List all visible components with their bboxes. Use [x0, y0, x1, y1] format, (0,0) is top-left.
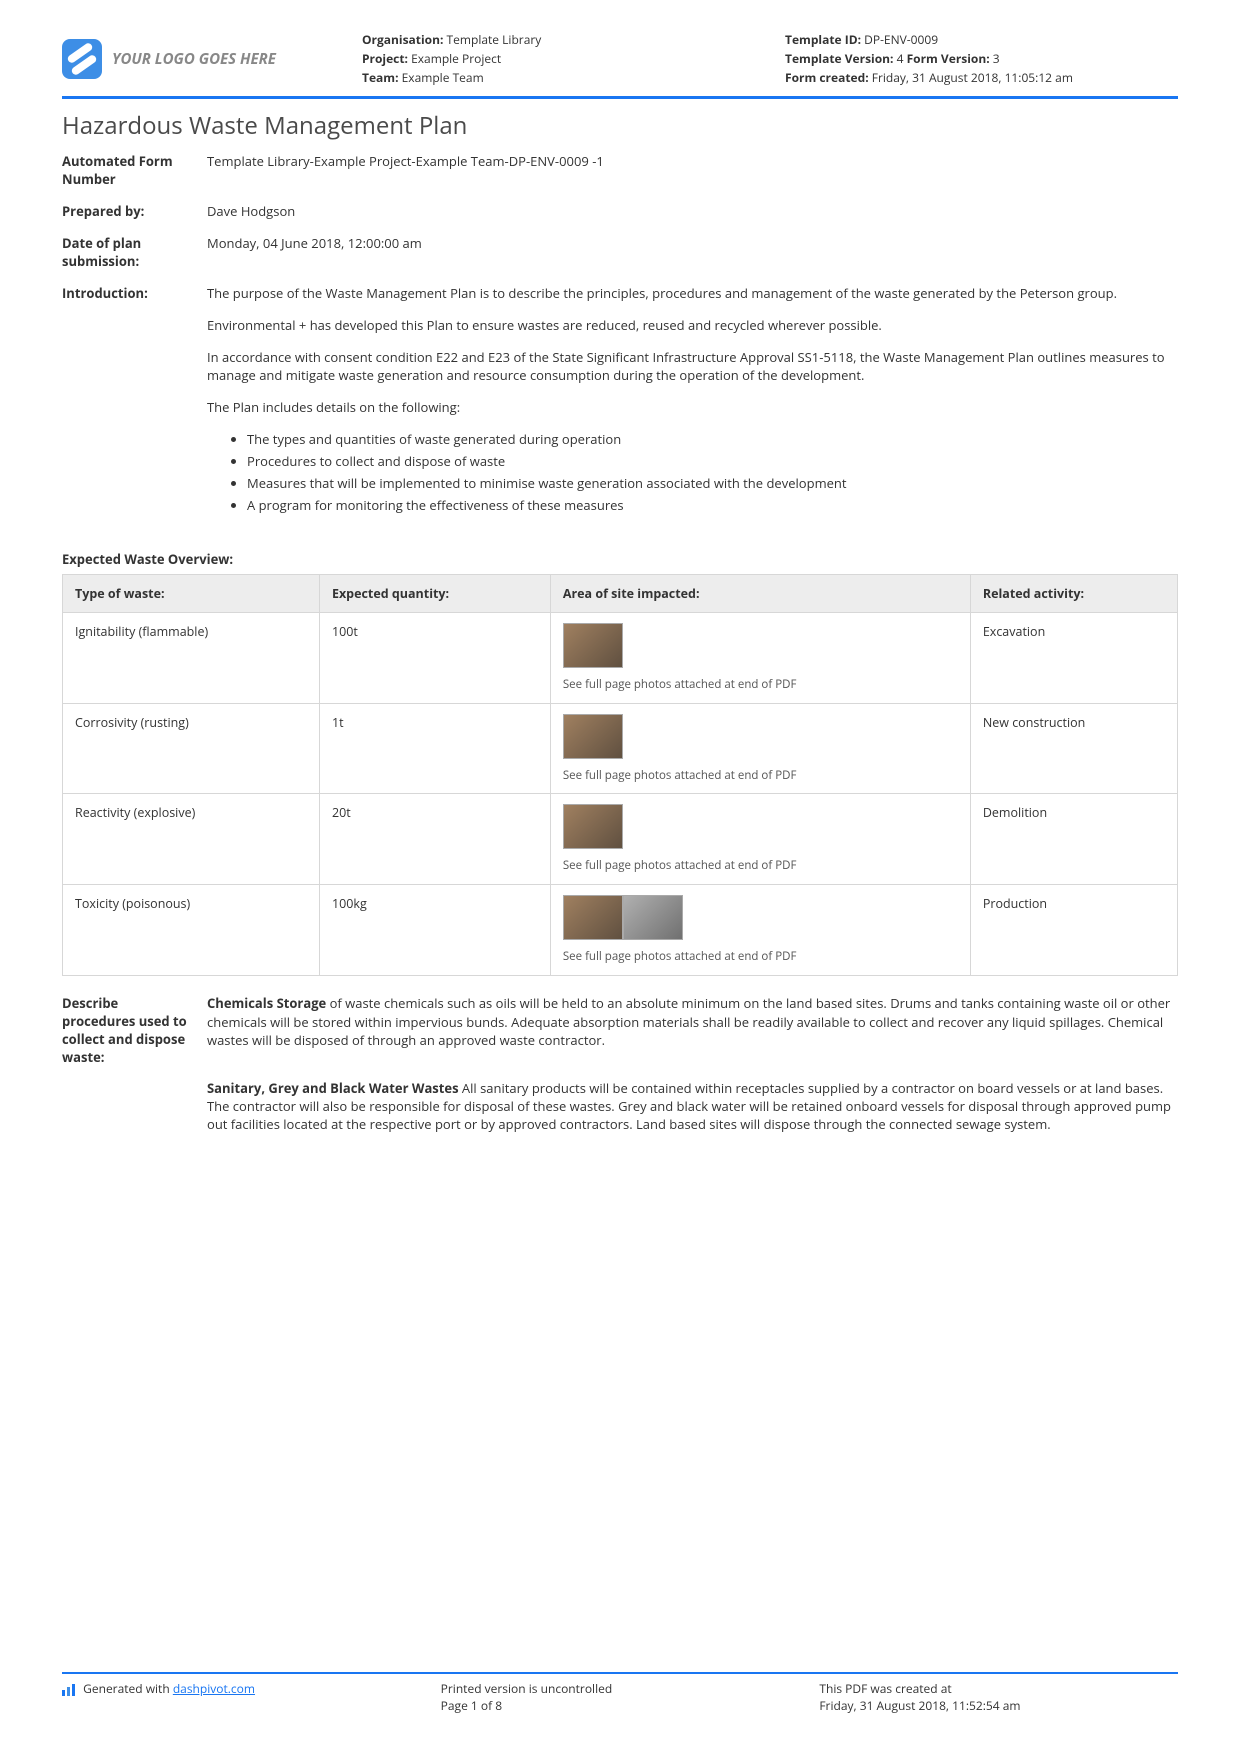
form-created-value: Friday, 31 August 2018, 11:05:12 am: [869, 69, 1073, 86]
cell-activity: Production: [970, 885, 1177, 976]
photo-caption: See full page photos attached at end of …: [563, 859, 958, 874]
logo-icon: [62, 39, 102, 79]
org-label: Organisation:: [362, 31, 443, 48]
cell-area: See full page photos attached at end of …: [550, 885, 970, 976]
footer-center: Printed version is uncontrolled Page 1 o…: [441, 1680, 800, 1714]
prepared-by-label: Prepared by:: [62, 202, 207, 220]
cell-type: Corrosivity (rusting): [63, 703, 320, 794]
page-title: Hazardous Waste Management Plan: [62, 109, 1178, 142]
org-value: Template Library: [443, 31, 541, 48]
photo-caption: See full page photos attached at end of …: [563, 678, 958, 693]
proc-p1-title: Chemicals Storage: [207, 994, 326, 1012]
photo-thumb: [623, 895, 683, 940]
list-item: Measures that will be implemented to min…: [247, 474, 1178, 492]
table-row: Corrosivity (rusting)1t See full page pho…: [63, 703, 1178, 794]
footer: Generated with dashpivot.com Printed ver…: [62, 1672, 1178, 1714]
list-item: Procedures to collect and dispose of was…: [247, 452, 1178, 470]
cell-activity: Demolition: [970, 794, 1177, 885]
meta-col-1: Organisation: Template Library Project: …: [362, 30, 755, 88]
col-area: Area of site impacted:: [550, 574, 970, 612]
footer-left: Generated with dashpivot.com: [62, 1680, 421, 1714]
form-version-label: Form Version:: [907, 50, 990, 67]
prepared-by-value: Dave Hodgson: [207, 202, 1178, 220]
col-qty: Expected quantity:: [319, 574, 550, 612]
intro-p2: Environmental + has developed this Plan …: [207, 316, 1178, 334]
col-type: Type of waste:: [63, 574, 320, 612]
form-number-value: Template Library-Example Project-Example…: [207, 152, 1178, 188]
table-title: Expected Waste Overview:: [62, 550, 1178, 568]
photo-thumb: [563, 714, 623, 759]
photo-thumb: [563, 804, 623, 849]
form-number-label: Automated Form Number: [62, 152, 207, 188]
meta-col-2: Template ID: DP-ENV-0009 Template Versio…: [785, 30, 1178, 88]
logo-block: YOUR LOGO GOES HERE: [62, 30, 342, 88]
proc-p2-title: Sanitary, Grey and Black Water Wastes: [207, 1079, 459, 1097]
list-item: A program for monitoring the effectivene…: [247, 496, 1178, 514]
cell-area: See full page photos attached at end of …: [550, 794, 970, 885]
team-label: Team:: [362, 69, 399, 86]
cell-area: See full page photos attached at end of …: [550, 703, 970, 794]
table-row: Reactivity (explosive)20t See full page p…: [63, 794, 1178, 885]
cell-type: Reactivity (explosive): [63, 794, 320, 885]
template-id-value: DP-ENV-0009: [861, 31, 938, 48]
footer-page: Page 1 of 8: [441, 1697, 800, 1714]
intro-bullets: The types and quantities of waste genera…: [247, 430, 1178, 514]
cell-qty: 100kg: [319, 885, 550, 976]
form-version-value: 3: [990, 50, 1000, 67]
proc-p1-body: of waste chemicals such as oils will be …: [207, 994, 1170, 1048]
intro-p1: The purpose of the Waste Management Plan…: [207, 284, 1178, 302]
intro-p4: The Plan includes details on the followi…: [207, 398, 1178, 416]
logo-placeholder-text: YOUR LOGO GOES HERE: [112, 49, 276, 69]
footer-gen-text: Generated with: [83, 1680, 173, 1697]
date-value: Monday, 04 June 2018, 12:00:00 am: [207, 234, 1178, 270]
cell-activity: Excavation: [970, 612, 1177, 703]
cell-qty: 20t: [319, 794, 550, 885]
table-row: Toxicity (poisonous)100kg See full page p…: [63, 885, 1178, 976]
table-row: Ignitability (flammable)100t See full pag…: [63, 612, 1178, 703]
date-label: Date of plan submission:: [62, 234, 207, 270]
cell-activity: New construction: [970, 703, 1177, 794]
header-divider: [62, 96, 1178, 99]
template-id-label: Template ID:: [785, 31, 861, 48]
footer-created-value: Friday, 31 August 2018, 11:52:54 am: [819, 1697, 1178, 1714]
procedures-label: Describe procedures used to collect and …: [62, 994, 187, 1163]
photo-thumb: [563, 895, 623, 940]
photo-caption: See full page photos attached at end of …: [563, 769, 958, 784]
project-value: Example Project: [408, 50, 501, 67]
list-item: The types and quantities of waste genera…: [247, 430, 1178, 448]
project-label: Project:: [362, 50, 408, 67]
header: YOUR LOGO GOES HERE Organisation: Templa…: [62, 30, 1178, 88]
intro-body: The purpose of the Waste Management Plan…: [207, 284, 1178, 528]
photo-thumb: [563, 623, 623, 668]
template-version-label: Template Version:: [785, 50, 893, 67]
cell-area: See full page photos attached at end of …: [550, 612, 970, 703]
dashpivot-link[interactable]: dashpivot.com: [173, 1680, 255, 1697]
footer-created-label: This PDF was created at: [819, 1680, 1178, 1697]
procedures-body: Chemicals Storage of waste chemicals suc…: [207, 994, 1178, 1163]
cell-qty: 1t: [319, 703, 550, 794]
cell-type: Toxicity (poisonous): [63, 885, 320, 976]
team-value: Example Team: [399, 69, 484, 86]
footer-printed: Printed version is uncontrolled: [441, 1680, 800, 1697]
photo-caption: See full page photos attached at end of …: [563, 950, 958, 965]
form-created-label: Form created:: [785, 69, 869, 86]
dashpivot-icon: [62, 1684, 76, 1696]
intro-p3: In accordance with consent condition E22…: [207, 348, 1178, 384]
header-meta: Organisation: Template Library Project: …: [362, 30, 1178, 88]
col-activity: Related activity:: [970, 574, 1177, 612]
footer-divider: [62, 1672, 1178, 1674]
cell-type: Ignitability (flammable): [63, 612, 320, 703]
footer-right: This PDF was created at Friday, 31 Augus…: [819, 1680, 1178, 1714]
waste-table: Type of waste: Expected quantity: Area o…: [62, 574, 1178, 977]
template-version-value: 4: [893, 50, 906, 67]
intro-label: Introduction:: [62, 284, 207, 528]
cell-qty: 100t: [319, 612, 550, 703]
